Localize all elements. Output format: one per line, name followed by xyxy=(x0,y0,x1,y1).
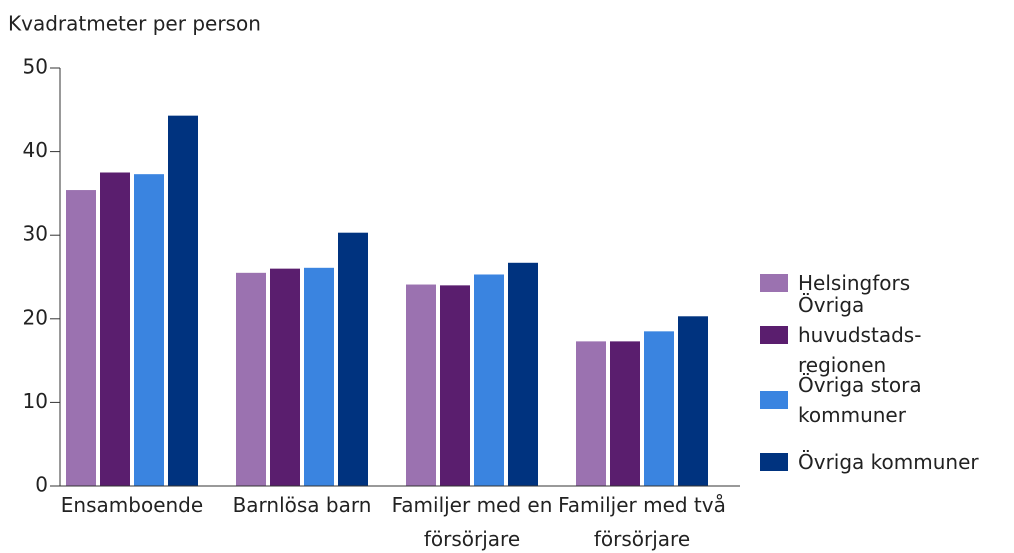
bar xyxy=(66,190,96,486)
x-tick-label: Familjer med en försörjare xyxy=(391,493,553,551)
bar xyxy=(406,284,436,486)
y-tick-label: 20 xyxy=(23,305,48,329)
legend-item: Helsingfors xyxy=(760,251,1010,315)
bar xyxy=(440,285,470,486)
bar xyxy=(168,115,198,486)
bar xyxy=(134,174,164,486)
y-tick-label: 40 xyxy=(23,138,48,162)
bar xyxy=(236,272,266,486)
bar xyxy=(474,274,504,486)
legend-swatch xyxy=(760,391,788,409)
y-tick-label: 30 xyxy=(23,222,48,246)
y-tick-label: 0 xyxy=(35,473,48,497)
legend-swatch xyxy=(760,274,788,292)
legend-label: Övriga huvudstads-regionen xyxy=(798,293,922,377)
bar xyxy=(270,268,300,486)
bar xyxy=(100,172,130,486)
legend-label: Helsingfors xyxy=(798,271,911,295)
chart-title: Kvadratmeter per person xyxy=(8,12,261,36)
legend-item: Övriga huvudstads-regionen xyxy=(760,293,1010,377)
bar xyxy=(304,267,334,486)
bar xyxy=(678,316,708,486)
bar xyxy=(644,331,674,486)
x-tick-label: Barnlösa barn xyxy=(232,493,372,517)
legend-label: Övriga stora kommuner xyxy=(798,373,922,427)
bar xyxy=(610,341,640,486)
bar xyxy=(338,232,368,486)
x-tick-label: Familjer med två försörjare xyxy=(558,493,726,551)
bar xyxy=(576,341,606,486)
legend-swatch xyxy=(760,326,788,344)
legend-item: Övriga kommuner xyxy=(760,430,1010,494)
x-tick-label: Ensamboende xyxy=(60,493,204,517)
legend-label: Övriga kommuner xyxy=(798,450,979,474)
legend-swatch xyxy=(760,453,788,471)
legend-item: Övriga stora kommuner xyxy=(760,368,1010,432)
y-tick-label: 10 xyxy=(23,389,48,413)
bar xyxy=(508,262,538,486)
y-tick-label: 50 xyxy=(23,55,48,79)
